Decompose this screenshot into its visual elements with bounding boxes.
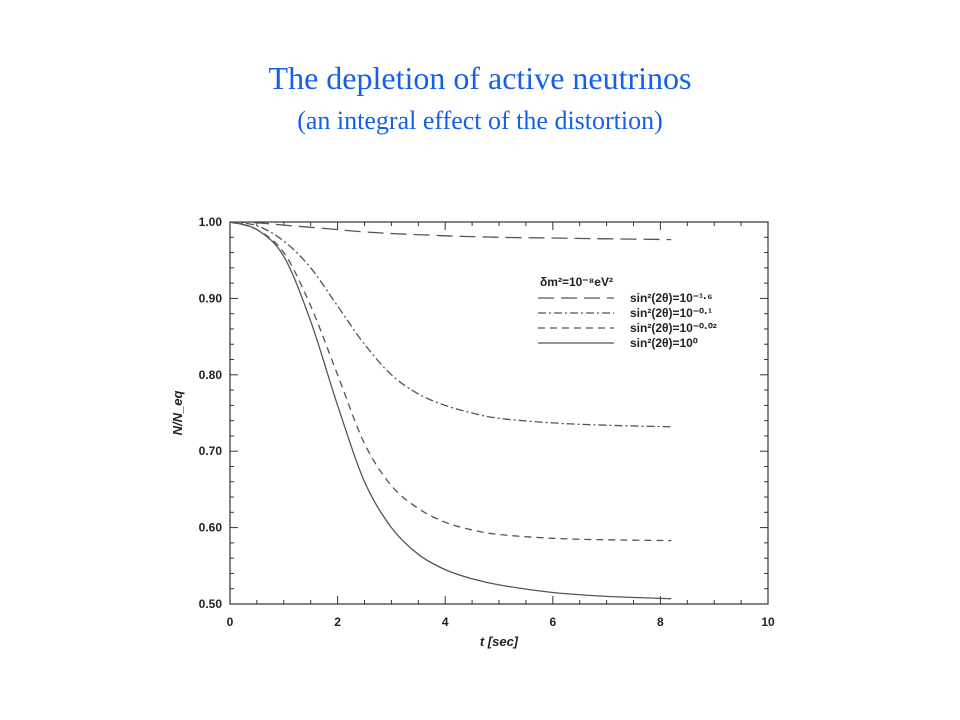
legend-entry-label: sin²(2θ)=10⁻⁰·¹ (630, 306, 712, 320)
plot-frame-border (229, 221, 769, 605)
x-tick-label: 0 (227, 615, 234, 629)
series-line-4 (229, 221, 672, 600)
y-axis-label: N/N_eq (170, 391, 185, 436)
x-tick-label: 2 (334, 615, 341, 629)
plot-frame (229, 221, 769, 605)
x-tick-label: 8 (657, 615, 664, 629)
legend-entry-label: sin²(2θ)=10⁰ (630, 336, 698, 350)
legend-entry-label: sin²(2θ)=10⁻⁰·⁰² (630, 321, 717, 335)
series-lines (229, 221, 672, 600)
legend-header: δm²=10⁻⁸eV² (540, 275, 613, 289)
x-tick-label: 4 (442, 615, 449, 629)
y-tick-label: 1.00 (199, 215, 223, 229)
legend-entry-label: sin²(2θ)=10⁻¹·⁶ (630, 291, 713, 305)
series-line-3 (229, 221, 672, 542)
x-tick-label: 6 (549, 615, 556, 629)
axis-ticks: 0 2 4 6 8 10 0.50 0.60 0.70 0.80 0.90 1.00 (199, 215, 775, 629)
y-tick-label: 0.60 (199, 521, 223, 535)
legend: δm²=10⁻⁸eV² sin²(2θ)=10⁻¹·⁶sin²(2θ)=10⁻⁰… (538, 275, 717, 350)
x-tick-label: 10 (761, 615, 775, 629)
slide-subtitle: (an integral effect of the distortion) (297, 106, 663, 135)
y-tick-label: 0.80 (199, 368, 223, 382)
series-line-1 (229, 221, 672, 241)
x-axis-label: t [sec] (480, 634, 519, 649)
y-tick-label: 0.50 (199, 597, 223, 611)
y-tick-label: 0.90 (199, 291, 223, 305)
slide-title: The depletion of active neutrinos (268, 60, 692, 96)
series-line-2 (229, 221, 672, 428)
y-tick-label: 0.70 (199, 444, 223, 458)
